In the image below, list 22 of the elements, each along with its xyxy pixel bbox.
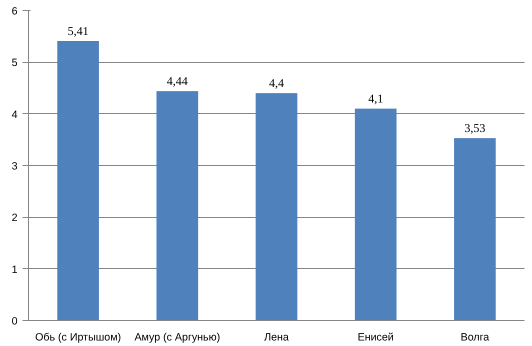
bar [156, 91, 198, 320]
y-tick-label: 3 [12, 160, 18, 172]
x-tick-label: Волга [460, 332, 490, 344]
bar [454, 138, 496, 320]
x-tick-label: Енисей [358, 332, 394, 344]
y-tick-label: 1 [12, 264, 18, 276]
y-tick-label: 4 [12, 108, 18, 121]
data-label: 4,44 [166, 74, 188, 88]
data-label: 5,41 [68, 24, 89, 38]
data-label: 4,4 [269, 76, 284, 90]
y-tick-label: 0 [12, 316, 18, 328]
y-tick-label: 5 [12, 57, 18, 70]
x-tick-label: Амур (с Аргунью) [134, 332, 220, 344]
data-label: 3,53 [464, 121, 486, 136]
bar [354, 108, 397, 320]
x-tick-label: Лена [264, 332, 289, 344]
x-tick-label: Обь (с Иртышом) [35, 332, 122, 344]
data-label: 4,1 [368, 92, 384, 106]
bar [57, 40, 99, 320]
y-tick-label: 2 [12, 212, 18, 224]
bar [256, 93, 298, 320]
y-tick-label: 6 [12, 6, 18, 18]
